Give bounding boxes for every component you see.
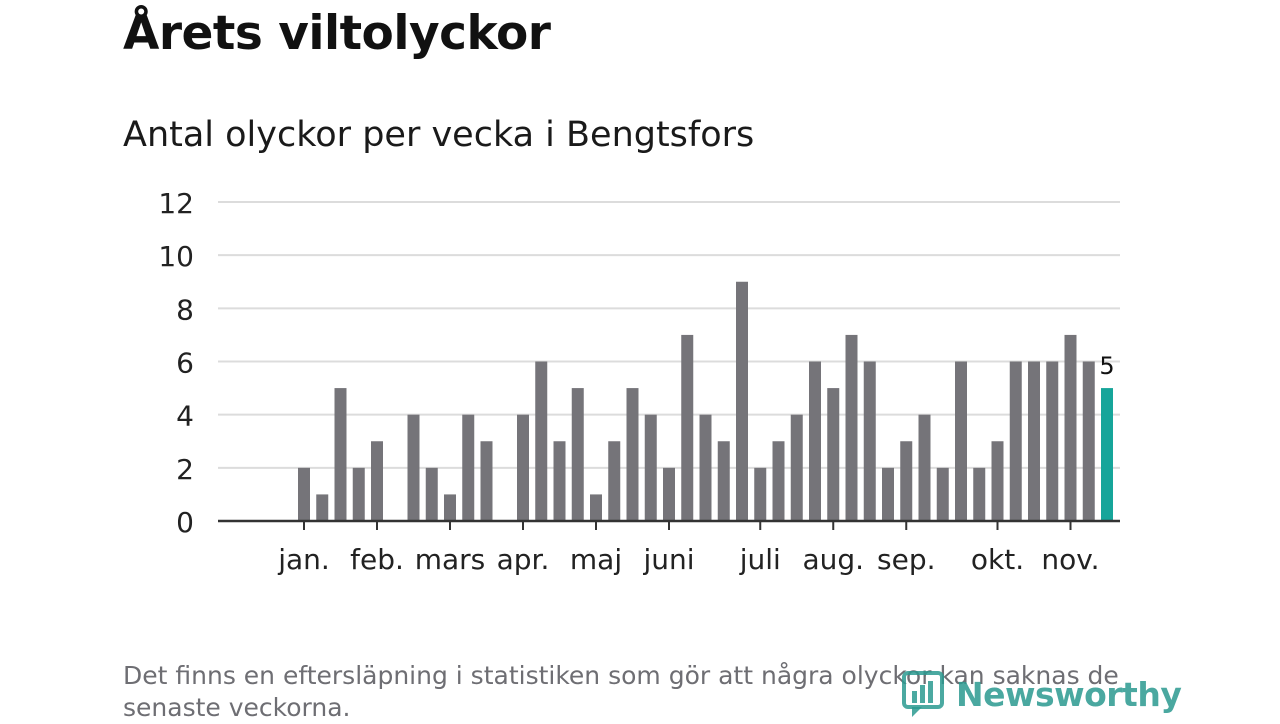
bar [626,388,639,521]
bar [845,334,858,521]
y-tick-label: 2 [176,453,194,486]
chart-title: Årets viltolyckor [123,6,551,61]
bar [407,414,420,521]
data-label-latest: 5 [1099,352,1114,380]
chart-subtitle: Antal olyckor per vecka i Bengtsfors [123,115,755,155]
bar [1009,361,1022,521]
x-tick-label: nov. [1041,543,1099,576]
bar [480,441,493,521]
x-tick-label: jan. [277,543,330,576]
bar [371,441,383,521]
bar [772,441,785,521]
bar [699,414,712,521]
bar [590,494,602,521]
y-tick-label: 0 [176,506,194,539]
bar [1082,361,1095,521]
y-tick-label: 6 [176,347,194,380]
bar [900,441,913,521]
x-tick-label: feb. [350,543,404,576]
bar [571,388,584,521]
newsworthy-logo-icon [902,671,944,717]
y-tick-label: 8 [176,293,194,326]
bar [936,467,949,521]
bar [754,467,767,521]
bar [535,361,548,521]
bar [1046,361,1059,521]
bar [809,361,821,521]
bar [298,467,310,521]
bar [553,441,566,521]
x-tick-label: mars [415,543,486,576]
bar [644,414,657,521]
bar [863,361,876,521]
bar [736,281,748,521]
y-tick-label: 4 [176,400,194,433]
bar [425,467,438,521]
bar [462,414,475,521]
x-tick-label: okt. [971,543,1024,576]
bar [681,334,694,521]
x-tick-label: maj [570,543,622,576]
footnote: Det finns en eftersläpning i statistiken… [123,661,1119,722]
x-tick-label: apr. [497,543,550,576]
bar [955,361,967,521]
x-tick-label: juli [739,543,781,576]
weekly-accidents-bar-chart: 0 2 4 6 8 10 12 jan. feb. mars apr. maj juni juli aug.… [158,187,1120,576]
bar [334,388,347,521]
bar [1028,361,1040,521]
newsworthy-logo-text: Newsworthy [956,674,1182,714]
bar [517,414,529,521]
bar [316,494,329,521]
newsworthy-logo: Newsworthy [902,668,1182,720]
x-tick-label: aug. [802,543,864,576]
x-tick-label: juni [642,543,694,576]
bar [918,414,931,521]
bar [608,441,621,521]
y-tick-label: 12 [158,187,194,220]
bar [973,467,986,521]
bar [882,467,894,521]
bar [1064,334,1077,521]
bar [444,494,456,521]
x-tick-label: sep. [877,543,936,576]
bar [663,467,675,521]
bar [352,467,365,521]
bar [790,414,803,521]
bar [991,441,1004,521]
bar [717,441,730,521]
bar-highlight [1101,388,1113,521]
bar [827,388,840,521]
y-tick-label: 10 [158,240,194,273]
